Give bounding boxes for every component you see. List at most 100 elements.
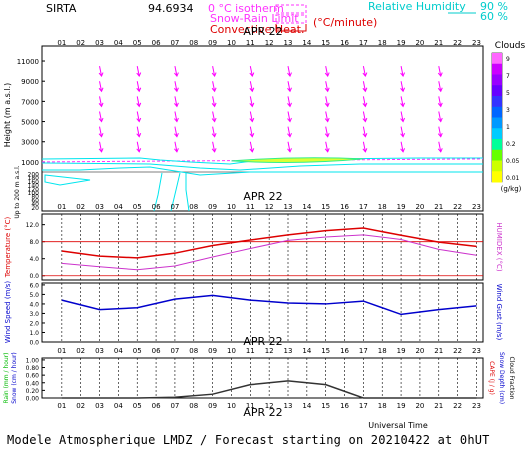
hour-label-bottom: 22 (453, 402, 462, 410)
wind-arrow (438, 66, 442, 77)
legend-convective-unit: (°C/minute) (313, 16, 377, 29)
wind-ytick-label: 5.0 (29, 292, 39, 299)
hour-label-bottom: 17 (359, 402, 368, 410)
wind-arrow (249, 126, 253, 137)
profile-ytick-label: 9000 (21, 78, 39, 86)
wind-arrow (99, 111, 103, 122)
hour-label-top: 06 (152, 39, 161, 47)
date-label-mid: APR 22 (243, 190, 282, 203)
temp-ytick-label: 8.0 (29, 239, 39, 246)
cloud-scale-swatch (492, 139, 502, 151)
hour-label-top: 03 (95, 39, 104, 47)
wind-arrow (249, 111, 253, 122)
wind-arrow (362, 66, 366, 77)
wind-arrow (325, 111, 329, 122)
wind-arrow-head (136, 148, 142, 153)
wind-arrow-head (136, 132, 142, 138)
hour-label-bottom: 12 (265, 402, 274, 410)
wind-arrow-head (362, 72, 368, 78)
wind-arrow (174, 66, 178, 77)
hour-label-mid: 21 (434, 203, 443, 211)
wind-ytick-label: 0.0 (29, 340, 39, 347)
wind-arrow (99, 141, 103, 152)
wind-arrow (325, 126, 329, 137)
profile-ytick-label: 7000 (21, 98, 39, 106)
wind-arrow (287, 111, 291, 122)
humidity-contour-60 (41, 162, 483, 171)
profile-ytick-label: 1000 (21, 159, 39, 167)
hour-label-bottom: 20 (415, 402, 424, 410)
snow-ylabel: Snow (cm / hour) (11, 352, 18, 404)
wind-arrow-head (362, 117, 368, 123)
wind-arrow (136, 66, 140, 77)
cloud-scale-swatch (492, 117, 502, 129)
hour-label-top: 09 (208, 39, 217, 47)
wind-arrow-head (249, 102, 255, 108)
wind-arrow-head (400, 87, 406, 93)
hour-label-wind: 09 (208, 347, 217, 355)
cloud-scale-title: Clouds (495, 41, 526, 51)
hour-label-wind: 17 (359, 347, 368, 355)
hour-label-mid: 20 (415, 203, 424, 211)
humidity-contour-low (42, 166, 483, 176)
wind-arrow (287, 141, 291, 152)
wind-arrow-head (362, 132, 368, 138)
hour-label-top: 22 (453, 39, 462, 47)
wind-arrow-head (437, 87, 443, 93)
cloud-scale-swatch (492, 85, 502, 97)
wind-arrow (249, 81, 253, 92)
hour-label-wind: 10 (227, 347, 236, 355)
profile-ytick-label: 5000 (21, 119, 39, 127)
wind-arrow (249, 96, 253, 107)
hour-label-mid: 13 (284, 203, 293, 211)
hour-label-bottom: 21 (434, 402, 443, 410)
hour-label-bottom: 03 (95, 402, 104, 410)
hour-label-top: 02 (76, 39, 85, 47)
profile-ytick-label-low: 120 (28, 186, 40, 193)
wind-arrow-head (174, 72, 179, 78)
wind-arrow (174, 81, 178, 92)
rh-legend: Relative Humidity 90 % 60 % (368, 0, 508, 23)
wind-arrow (287, 81, 291, 92)
wind-arrow-head (324, 117, 330, 123)
wind-arrow-head (98, 102, 104, 108)
hour-label-bottom: 16 (340, 402, 349, 410)
hour-label-wind: 02 (76, 347, 85, 355)
cape-ylabel: CAPE (J / g) (488, 361, 495, 395)
wind-arrow (136, 111, 140, 122)
wind-arrow-head (136, 117, 142, 123)
wind-arrow-head (98, 117, 104, 123)
hour-label-wind: 06 (152, 347, 161, 355)
hour-label-top: 16 (340, 39, 349, 47)
precip-ytick-label: 1.00 (26, 357, 40, 364)
hour-label-mid: 22 (453, 203, 462, 211)
wind-arrow-head (211, 148, 217, 153)
wind-arrow (99, 66, 103, 77)
wind-arrow (212, 126, 216, 137)
hour-label-bottom: 15 (321, 402, 330, 410)
wind-arrow-head (136, 72, 142, 78)
hour-label-mid: 19 (397, 203, 406, 211)
cloud-scale-swatch (492, 128, 502, 140)
wind-arrow-head (249, 117, 255, 123)
wind-arrow (325, 96, 329, 107)
panel-frame-precip (41, 357, 484, 399)
legend-isotherm-swatch (275, 4, 307, 14)
cloud-scale-label: 9 (506, 56, 510, 63)
wind-arrow-head (98, 132, 104, 138)
wind-arrow-head (437, 117, 443, 123)
hour-label-wind: 16 (340, 347, 349, 355)
wind-arrow-head (287, 117, 292, 123)
wind-arrow (136, 141, 140, 152)
wind-arrow-head (174, 117, 179, 123)
hour-label-mid: 07 (170, 203, 179, 211)
hour-label-wind: 12 (265, 347, 274, 355)
profile-ytick-label-low: 100 (28, 190, 40, 197)
wind-arrow (99, 81, 103, 92)
wind-arrow (400, 111, 404, 122)
hour-label-wind: 21 (434, 347, 443, 355)
wind-arrow (212, 111, 216, 122)
hour-label-bottom: 01 (57, 402, 66, 410)
hour-label-bottom: 06 (152, 402, 161, 410)
wind-arrow (287, 126, 291, 137)
